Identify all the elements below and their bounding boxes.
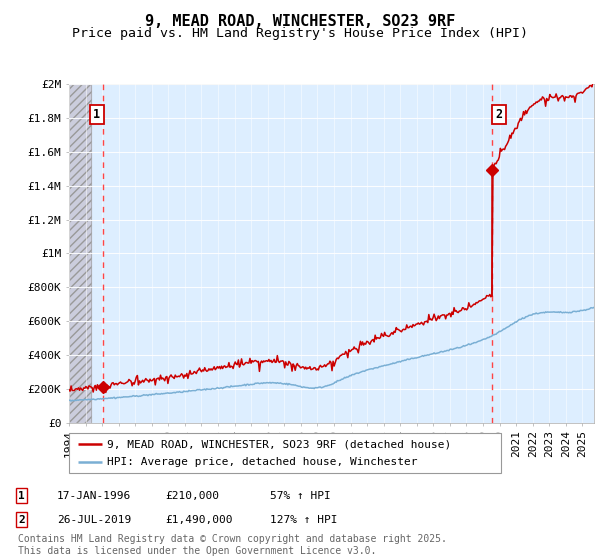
- Text: 127% ↑ HPI: 127% ↑ HPI: [270, 515, 337, 525]
- Text: 57% ↑ HPI: 57% ↑ HPI: [270, 491, 331, 501]
- Text: 26-JUL-2019: 26-JUL-2019: [57, 515, 131, 525]
- Text: HPI: Average price, detached house, Winchester: HPI: Average price, detached house, Winc…: [107, 457, 418, 467]
- Text: £1,490,000: £1,490,000: [165, 515, 233, 525]
- Text: 1: 1: [93, 108, 100, 121]
- Text: 9, MEAD ROAD, WINCHESTER, SO23 9RF (detached house): 9, MEAD ROAD, WINCHESTER, SO23 9RF (deta…: [107, 439, 451, 449]
- Text: 2: 2: [18, 515, 25, 525]
- Text: 2: 2: [496, 108, 503, 121]
- Text: 9, MEAD ROAD, WINCHESTER, SO23 9RF: 9, MEAD ROAD, WINCHESTER, SO23 9RF: [145, 14, 455, 29]
- Text: £210,000: £210,000: [165, 491, 219, 501]
- Text: 17-JAN-1996: 17-JAN-1996: [57, 491, 131, 501]
- Bar: [69, 84, 91, 423]
- Text: 1: 1: [18, 491, 25, 501]
- Text: Contains HM Land Registry data © Crown copyright and database right 2025.
This d: Contains HM Land Registry data © Crown c…: [18, 534, 447, 556]
- Text: Price paid vs. HM Land Registry's House Price Index (HPI): Price paid vs. HM Land Registry's House …: [72, 27, 528, 40]
- Bar: [69, 84, 91, 423]
